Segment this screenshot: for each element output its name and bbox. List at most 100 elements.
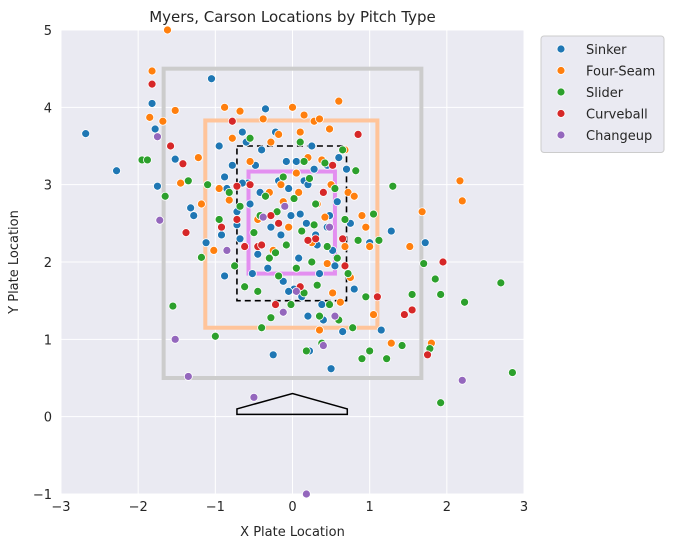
data-point: [280, 201, 290, 211]
data-point: [338, 145, 348, 155]
data-point: [214, 141, 224, 151]
data-point: [361, 222, 371, 232]
data-point: [291, 157, 301, 166]
data-point: [153, 132, 162, 142]
data-point: [457, 196, 467, 206]
x-tick-label: −1: [206, 500, 225, 515]
data-point: [271, 248, 280, 258]
data-point: [257, 323, 267, 333]
x-tick-label: 0: [288, 500, 296, 515]
data-point: [263, 263, 273, 273]
data-point: [249, 392, 259, 402]
data-point: [112, 166, 121, 176]
data-point: [436, 290, 446, 299]
data-point: [281, 157, 291, 166]
data-point: [357, 211, 367, 221]
series-curveball: [147, 79, 448, 360]
data-point: [405, 242, 415, 251]
data-point: [240, 242, 250, 251]
data-point: [343, 187, 353, 197]
data-point: [399, 310, 409, 319]
legend-marker: [556, 66, 566, 75]
data-point: [222, 245, 232, 255]
data-point: [307, 257, 317, 267]
data-point: [197, 199, 206, 209]
data-point: [294, 253, 304, 263]
data-point: [278, 307, 288, 317]
data-point: [276, 180, 286, 190]
data-point: [257, 240, 267, 250]
data-point: [430, 274, 440, 284]
data-point: [365, 242, 375, 251]
data-point: [253, 249, 263, 259]
data-point: [315, 325, 324, 335]
data-point: [266, 222, 276, 232]
data-point: [372, 292, 382, 302]
data-point: [294, 187, 304, 197]
data-point: [297, 226, 307, 236]
data-point: [178, 159, 188, 169]
data-point: [170, 106, 180, 115]
data-point: [286, 211, 296, 221]
data-point: [145, 112, 155, 122]
data-point: [349, 191, 359, 201]
data-point: [326, 364, 336, 374]
data-point: [147, 66, 157, 76]
data-point: [328, 160, 338, 170]
data-point: [168, 301, 178, 311]
data-point: [343, 269, 353, 279]
data-points: [81, 25, 517, 499]
data-point: [303, 311, 313, 321]
data-point: [353, 235, 363, 245]
data-point: [266, 211, 276, 221]
data-point: [353, 129, 363, 139]
data-point: [312, 280, 322, 290]
data-point: [170, 334, 180, 344]
data-point: [369, 209, 378, 219]
data-point: [209, 245, 219, 255]
data-point: [386, 226, 396, 236]
inner-zone: [246, 169, 337, 276]
outer-zone: [161, 66, 424, 381]
data-point: [245, 133, 255, 143]
data-point: [369, 310, 378, 319]
data-point: [284, 286, 294, 296]
data-point: [274, 129, 284, 139]
data-point: [397, 341, 407, 350]
data-point: [318, 187, 328, 197]
data-point: [235, 106, 245, 116]
legend-marker: [556, 44, 566, 54]
data-point: [311, 234, 321, 244]
data-point: [253, 286, 263, 296]
data-point: [288, 102, 297, 112]
data-point: [266, 137, 276, 147]
data-point: [274, 271, 284, 281]
data-point: [315, 114, 324, 124]
data-point: [176, 178, 186, 188]
x-tick-label: 1: [366, 500, 374, 515]
data-point: [186, 203, 196, 213]
y-tick-label: 4: [44, 101, 52, 116]
data-point: [335, 297, 345, 307]
chart-title: Myers, Carson Locations by Pitch Type: [149, 8, 436, 26]
home-plate: [236, 392, 349, 416]
data-point: [240, 282, 250, 292]
data-point: [264, 253, 274, 263]
series-slider: [137, 133, 517, 408]
legend-label: Four-Seam: [586, 65, 655, 80]
home-plate-shape: [236, 392, 349, 416]
data-point: [224, 187, 234, 197]
x-axis-label: X Plate Location: [240, 525, 345, 540]
data-point: [147, 99, 157, 108]
data-point: [155, 215, 165, 225]
data-point: [309, 164, 319, 174]
data-point: [160, 191, 170, 201]
data-point: [325, 300, 334, 309]
data-point: [508, 368, 517, 377]
data-point: [158, 116, 168, 126]
legend: Sinker Four-Seam Slider Curveball Changeup: [540, 35, 665, 153]
data-point: [330, 311, 340, 321]
data-point: [291, 263, 301, 273]
data-point: [207, 74, 216, 84]
data-point: [237, 127, 247, 137]
